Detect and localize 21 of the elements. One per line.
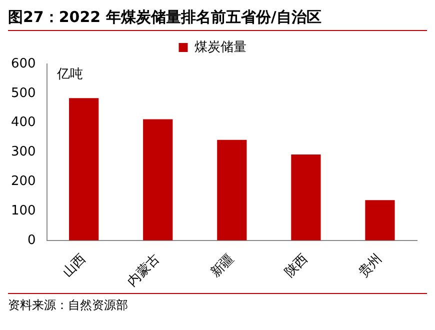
x-tick-label: 贵州 — [356, 252, 386, 281]
chart-title: 图27：2022 年煤炭储量排名前五省份/自治区 — [8, 8, 427, 31]
text: 资料来源：自然资源部 — [8, 297, 129, 314]
y-tick-label: 300 — [10, 144, 36, 160]
bar — [291, 154, 321, 240]
y-tick-label: 400 — [10, 115, 36, 130]
bar — [69, 98, 99, 240]
x-tick-label: 内蒙古 — [124, 252, 164, 290]
y-axis-title: 亿吨 — [56, 66, 83, 82]
bar — [143, 119, 173, 240]
bar — [365, 200, 395, 240]
y-tick-label: 0 — [28, 232, 36, 248]
y-tick-label: 500 — [10, 86, 36, 101]
x-tick-label: 山西 — [60, 252, 90, 281]
x-tick-label: 新疆 — [208, 252, 238, 281]
y-tick-label: 600 — [10, 56, 36, 72]
y-tick-label: 200 — [10, 174, 36, 189]
x-tick-label: 陕西 — [282, 252, 312, 281]
legend-label: 煤炭储量 — [194, 40, 246, 55]
y-tick-label: 100 — [10, 203, 36, 218]
bar — [217, 140, 247, 240]
